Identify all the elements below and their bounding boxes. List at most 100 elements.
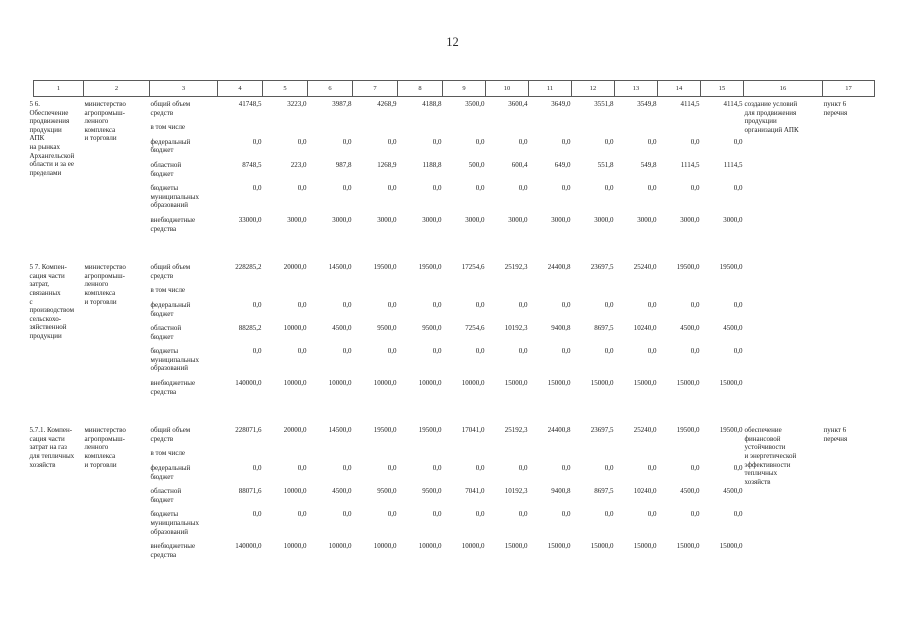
header-col-16: 16 (743, 80, 823, 97)
header-col-12: 12 (571, 80, 615, 97)
value-cell: 25240,0 (633, 426, 657, 435)
value-cell: 0,0 (297, 464, 307, 473)
value-cell: 0,0 (518, 184, 528, 193)
value-cell: 600,4 (511, 160, 528, 169)
funding-type-cell: внебюджетные средства (150, 379, 196, 396)
value-cell (572, 286, 615, 301)
value-cell: 0,0 (342, 464, 352, 473)
value-cell: 0,0 (604, 347, 614, 356)
value-cell: 19500,0 (719, 263, 743, 272)
value-cell: 3000,0 (465, 215, 485, 224)
value-cell (572, 449, 615, 464)
value-cell: 0,0 (647, 184, 657, 193)
value-cell (529, 123, 572, 138)
value-cell: 20000,0 (283, 426, 307, 435)
value-cell: 0,0 (432, 300, 442, 309)
value-cell: 1114,5 (723, 160, 743, 169)
table-header: 1 2 3 4 5 6 7 8 9 10 11 12 13 14 15 16 1… (33, 80, 875, 97)
value-cell (398, 286, 443, 301)
value-cell: 10000,0 (373, 542, 397, 551)
value-cell: 0,0 (387, 300, 397, 309)
value-cell: 15000,0 (633, 379, 657, 388)
value-cell: 24400,8 (547, 263, 571, 272)
value-cell: 41748,5 (238, 100, 262, 108)
funding-type-cell: общий объем средств (150, 426, 191, 443)
value-cell: 10000,0 (461, 542, 485, 551)
value-cell (398, 449, 443, 464)
value-cell: 9500,0 (377, 324, 397, 333)
value-cell: 9500,0 (377, 487, 397, 496)
header-col-4: 4 (217, 80, 263, 97)
value-cell: 15000,0 (504, 379, 528, 388)
value-cell (701, 449, 744, 464)
value-cell: 0,0 (647, 347, 657, 356)
value-cell: 19500,0 (373, 426, 397, 435)
value-cell: 33000,0 (238, 215, 262, 224)
value-cell: 0,0 (604, 510, 614, 519)
value-cell: 0,0 (387, 464, 397, 473)
value-cell (443, 286, 486, 301)
funding-row: в том числе (34, 123, 875, 138)
value-cell: 0,0 (252, 510, 262, 519)
value-cell: 0,0 (690, 347, 700, 356)
funding-row: областной бюджет 88285,2 10000,0 4500,0 9500… (34, 324, 875, 347)
reference-cell: пункт 6 перечня (823, 426, 848, 443)
funding-row: областной бюджет 8748,5 223,0 987,8 1268,9 11… (34, 161, 875, 184)
value-cell: 24400,8 (547, 426, 571, 435)
value-cell: 0,0 (342, 184, 352, 193)
value-cell: 10192,3 (504, 487, 528, 496)
value-cell: 649,0 (554, 160, 571, 169)
value-cell: 15000,0 (676, 542, 700, 551)
value-cell: 551,8 (597, 160, 614, 169)
value-cell: 3000,0 (422, 215, 442, 224)
value-cell: 0,0 (561, 510, 571, 519)
value-cell: 0,0 (432, 184, 442, 193)
value-cell (658, 286, 701, 301)
funding-row: в том числе (34, 286, 875, 301)
value-cell: 9500,0 (422, 324, 442, 333)
value-cell: 4500,0 (332, 487, 352, 496)
funding-row: бюджеты муниципальных образований 0,0 0,0 0… (34, 510, 875, 542)
header-col-11: 11 (528, 80, 572, 97)
value-cell: 9500,0 (422, 487, 442, 496)
value-cell: 0,0 (475, 300, 485, 309)
value-cell: 987,8 (335, 160, 352, 169)
value-cell: 0,0 (733, 464, 743, 473)
value-cell: 0,0 (432, 464, 442, 473)
value-cell: 3000,0 (723, 215, 743, 224)
header-col-13: 13 (614, 80, 658, 97)
funding-row: 5 6. Обеспечение продвижения продукции А… (30, 97, 875, 177)
value-cell: 10000,0 (461, 379, 485, 388)
funding-type-cell: общий объем средств (150, 263, 191, 280)
value-cell (658, 449, 701, 464)
value-cell: 0,0 (297, 184, 307, 193)
value-cell: 0,0 (518, 300, 528, 309)
value-cell: 14500,0 (328, 263, 352, 272)
value-cell: 3649,0 (551, 100, 571, 108)
value-cell: 1268,9 (377, 160, 397, 169)
value-cell: 25192,3 (504, 426, 528, 435)
value-cell (615, 286, 658, 301)
header-col-15: 15 (700, 80, 744, 97)
value-cell (218, 449, 263, 464)
value-cell (486, 449, 529, 464)
value-cell: 19500,0 (719, 426, 743, 435)
value-cell: 19500,0 (676, 426, 700, 435)
value-cell: 10240,0 (633, 324, 657, 333)
funding-row: федеральный бюджет 0,0 0,0 0,0 0,0 0,0 0,0 0,0 0… (34, 301, 875, 324)
value-cell: 23697,5 (590, 426, 614, 435)
value-cell: 10000,0 (283, 379, 307, 388)
funding-type-cell: бюджеты муниципальных образований (150, 184, 199, 210)
value-cell: 3000,0 (377, 215, 397, 224)
value-cell (529, 449, 572, 464)
value-cell: 14500,0 (328, 426, 352, 435)
value-cell: 10000,0 (328, 379, 352, 388)
value-cell: 140000,0 (235, 379, 262, 388)
header-col-7: 7 (352, 80, 398, 97)
value-cell (308, 123, 353, 138)
value-cell: 0,0 (604, 300, 614, 309)
value-cell (572, 123, 615, 138)
value-cell: 10000,0 (283, 324, 307, 333)
value-cell: 3500,0 (465, 100, 485, 108)
value-cell: 15000,0 (504, 542, 528, 551)
